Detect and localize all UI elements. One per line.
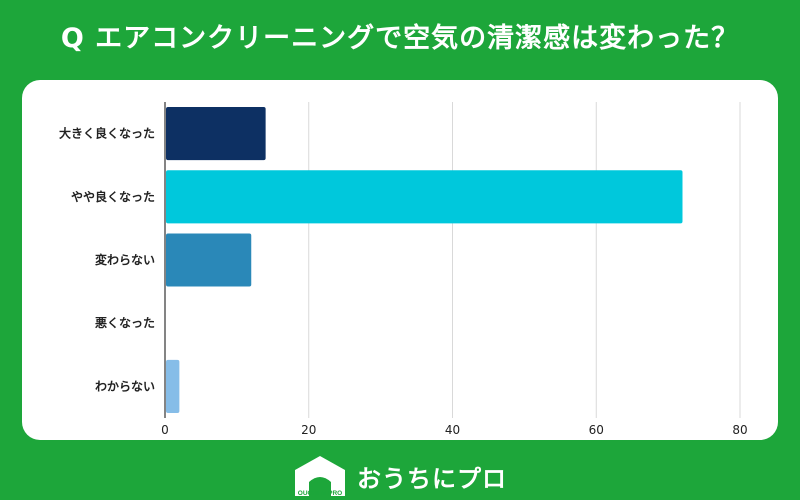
- bar: [166, 107, 266, 161]
- x-tick-label: 40: [445, 423, 460, 437]
- logo-text: OUCHI ni PRO: [298, 490, 342, 497]
- house-logo-icon: OUCHI ni PRO: [295, 456, 345, 497]
- bar: [166, 170, 683, 224]
- category-label: やや良くなった: [71, 189, 155, 204]
- x-tick-label: 80: [732, 423, 747, 437]
- chart-card: 大きく良くなったやや良くなった変わらない悪くなったわからない 0 20 40 60 80: [22, 80, 778, 440]
- category-label: 変わらない: [95, 252, 155, 267]
- category-label: 悪くなった: [95, 316, 155, 330]
- bar: [166, 233, 252, 287]
- category-label: 大きく良くなった: [59, 126, 155, 141]
- x-tick-label: 60: [589, 423, 604, 437]
- footer-brand: OUCHI ni PRO おうちにプロ: [0, 452, 800, 500]
- chart-title: Q エアコンクリーニングで空気の清潔感は変わった？: [60, 23, 740, 54]
- category-label: わからない: [95, 379, 155, 393]
- x-tick-label: 0: [161, 423, 169, 437]
- brand-name: おうちにプロ: [357, 464, 507, 493]
- x-tick-label: 20: [301, 423, 316, 437]
- bar: [166, 359, 180, 413]
